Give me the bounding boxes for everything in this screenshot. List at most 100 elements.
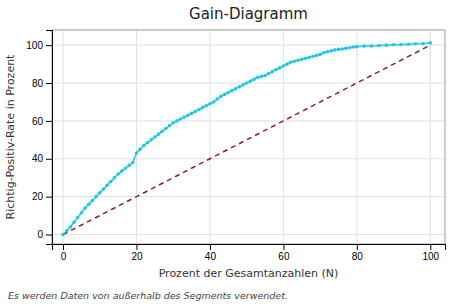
tick-mark [46, 121, 52, 122]
point [193, 110, 197, 114]
plot: 020406080100020406080100 [26, 30, 445, 262]
tick: 80 [32, 78, 52, 89]
point [234, 87, 238, 91]
grid-line [430, 30, 431, 244]
point [223, 93, 227, 97]
point [429, 41, 433, 45]
tick: 100 [26, 40, 52, 51]
point [329, 49, 333, 53]
point [311, 55, 315, 59]
point [72, 220, 76, 224]
point [318, 53, 322, 57]
point [127, 164, 131, 168]
footnote: Es werden Daten von außerhalb des Segmen… [8, 290, 288, 301]
point [333, 48, 337, 52]
point [249, 79, 253, 83]
tick: 60 [278, 244, 290, 262]
point [197, 108, 201, 112]
point [230, 89, 234, 93]
point [153, 135, 157, 139]
tick-mark [46, 235, 52, 236]
point [285, 62, 289, 66]
point [124, 166, 128, 170]
point [348, 46, 352, 50]
tick-mark [136, 244, 137, 250]
point [351, 45, 355, 49]
tick-mark [46, 83, 52, 84]
point [179, 117, 183, 121]
markers [61, 41, 432, 236]
point [238, 85, 242, 89]
point [260, 75, 264, 79]
title: Gain-Diagramm [189, 5, 308, 23]
point [98, 191, 102, 195]
y-axis: 020406080100 [26, 31, 52, 245]
point [135, 151, 139, 155]
tick-mark [63, 244, 64, 250]
grid-line [52, 120, 445, 121]
point [344, 47, 348, 51]
point [80, 211, 84, 215]
tick-label: 0 [61, 251, 67, 262]
grid-line [52, 158, 445, 159]
point [168, 124, 172, 128]
point [149, 138, 153, 142]
grid-line [52, 196, 445, 197]
point [182, 115, 186, 119]
x-axis-title: Prozent der Gesamtanzahlen (N) [159, 267, 339, 280]
point [226, 91, 230, 95]
point [186, 113, 190, 117]
point [300, 58, 304, 62]
tick-label: 40 [205, 251, 217, 262]
point [113, 176, 117, 180]
point [307, 56, 311, 60]
grid-line [52, 234, 445, 235]
point [241, 83, 245, 87]
point [406, 42, 410, 46]
tick: 20 [131, 244, 143, 262]
tick: 40 [205, 244, 217, 262]
point [278, 66, 282, 70]
point [355, 45, 359, 49]
tick: 80 [352, 244, 364, 262]
point [263, 74, 267, 78]
point [87, 202, 91, 206]
point [69, 225, 73, 229]
grid [52, 30, 445, 244]
tick-label: 0 [37, 229, 43, 240]
axis-line [53, 245, 446, 251]
grid-line [356, 30, 357, 244]
tick-label: 100 [422, 251, 439, 262]
tick-mark [357, 244, 358, 250]
tick-label: 20 [131, 251, 143, 262]
point [282, 64, 286, 68]
point [146, 141, 150, 145]
point [304, 57, 308, 61]
point [414, 42, 418, 46]
tick-label: 20 [32, 191, 44, 202]
tick-mark [46, 197, 52, 198]
point [138, 148, 142, 152]
series-group [61, 41, 432, 236]
grid-line [209, 30, 210, 244]
tick-mark [46, 45, 52, 46]
point [142, 144, 146, 148]
point [190, 112, 194, 116]
point [120, 169, 124, 173]
point [267, 72, 271, 76]
point [274, 68, 278, 72]
tick: 40 [32, 153, 52, 164]
point [245, 81, 249, 85]
x-axis: 0 20 40 60 80 100 [53, 244, 446, 262]
tick-label: 60 [278, 251, 290, 262]
point [377, 44, 381, 48]
point [421, 42, 425, 46]
point [164, 127, 168, 131]
point [204, 104, 208, 108]
tick: 20 [32, 191, 52, 202]
point [296, 59, 300, 63]
tick-label: 100 [26, 40, 43, 51]
point [208, 102, 212, 106]
point [171, 121, 175, 125]
point [94, 195, 98, 199]
